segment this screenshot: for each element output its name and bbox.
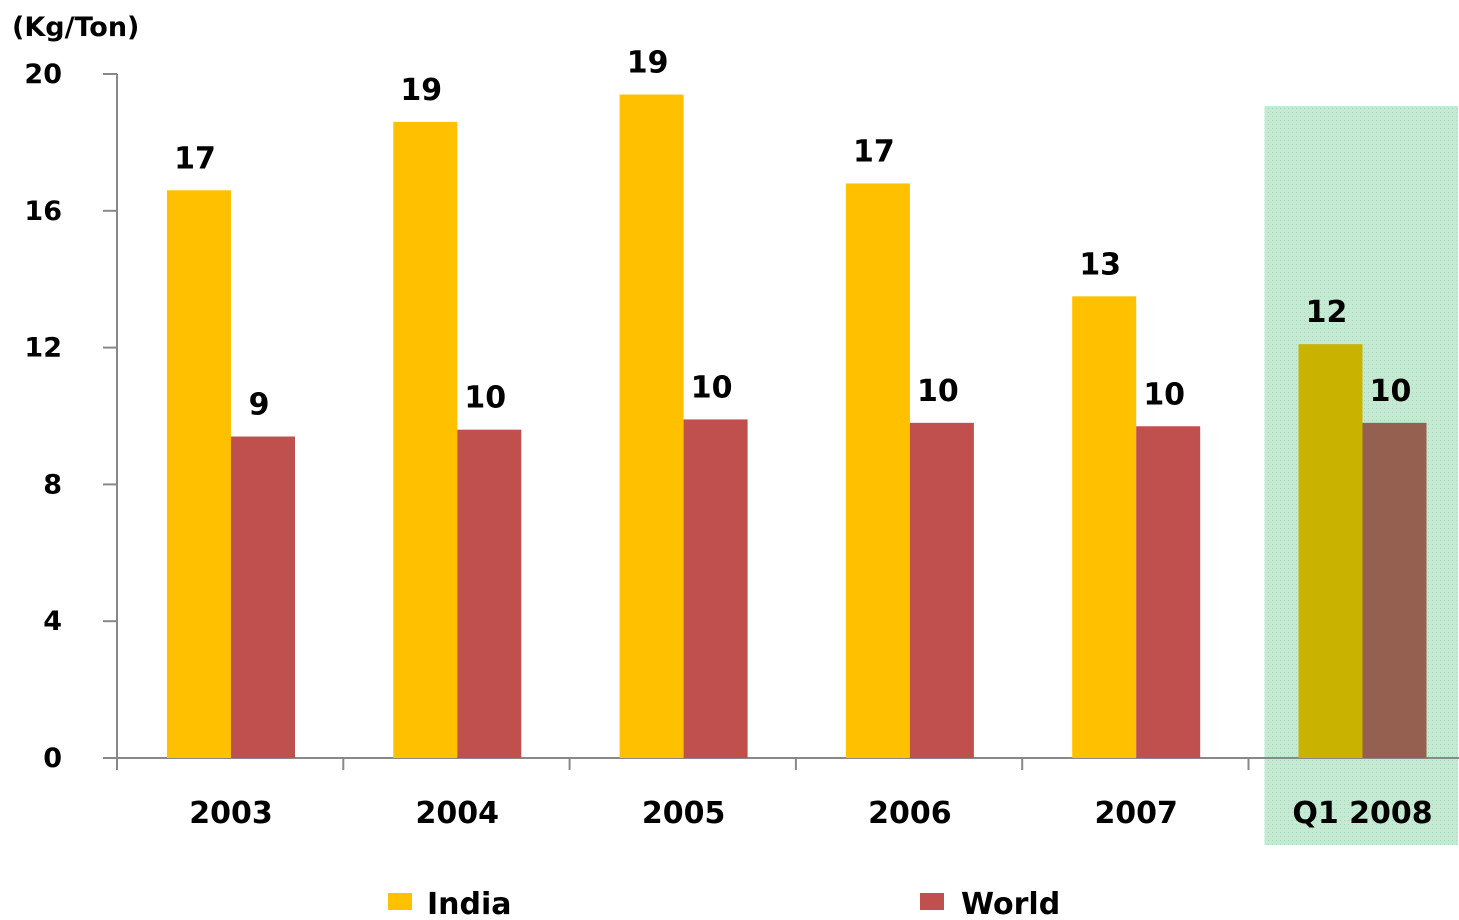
data-label-india: 19 — [400, 73, 442, 108]
bar-world-q1-2008 — [1362, 422, 1427, 758]
y-axis-unit-label: (Kg/Ton) — [12, 12, 139, 43]
bar-india-2003 — [167, 190, 231, 758]
x-tick-label: 2005 — [642, 796, 726, 831]
data-label-world: 10 — [917, 374, 959, 409]
data-label-india: 12 — [1306, 295, 1348, 330]
data-label-world: 10 — [1143, 377, 1185, 412]
x-tick-label: 2007 — [1094, 796, 1178, 831]
bar-india-2005 — [619, 94, 684, 758]
y-tick-label: 12 — [24, 333, 62, 364]
bar-india-2004 — [393, 121, 458, 758]
y-tick-label: 8 — [43, 469, 62, 500]
data-label-world: 10 — [1370, 374, 1412, 409]
x-tick-label: 2006 — [868, 796, 952, 831]
data-label-india: 17 — [174, 141, 216, 176]
bar-world-2005 — [683, 419, 748, 758]
x-tick-label: 2003 — [189, 796, 273, 831]
data-label-world: 10 — [464, 381, 506, 416]
legend-label-world: World — [961, 887, 1060, 920]
data-label-india: 13 — [1079, 247, 1121, 282]
x-tick-label: Q1 2008 — [1292, 796, 1432, 831]
legend-swatch-world — [920, 893, 944, 910]
y-tick-label: 0 — [43, 743, 62, 774]
data-label-world: 9 — [249, 388, 270, 423]
data-label-india: 17 — [853, 134, 895, 169]
data-label-world: 10 — [691, 370, 733, 405]
legend-label-india: India — [427, 887, 512, 920]
legend-swatch-india — [388, 893, 412, 910]
bar-india-q1-2008 — [1298, 344, 1363, 758]
bar-world-2003 — [231, 436, 295, 758]
y-tick-label: 20 — [24, 59, 62, 90]
y-tick-label: 16 — [24, 196, 62, 227]
bar-india-2007 — [1072, 296, 1137, 758]
data-label-india: 19 — [627, 46, 669, 81]
x-tick-label: 2004 — [416, 796, 500, 831]
y-tick-label: 4 — [43, 606, 62, 637]
bar-india-2006 — [845, 183, 910, 758]
bar-world-2006 — [909, 422, 974, 758]
bar-world-2004 — [457, 429, 522, 758]
bar-world-2007 — [1136, 426, 1201, 758]
